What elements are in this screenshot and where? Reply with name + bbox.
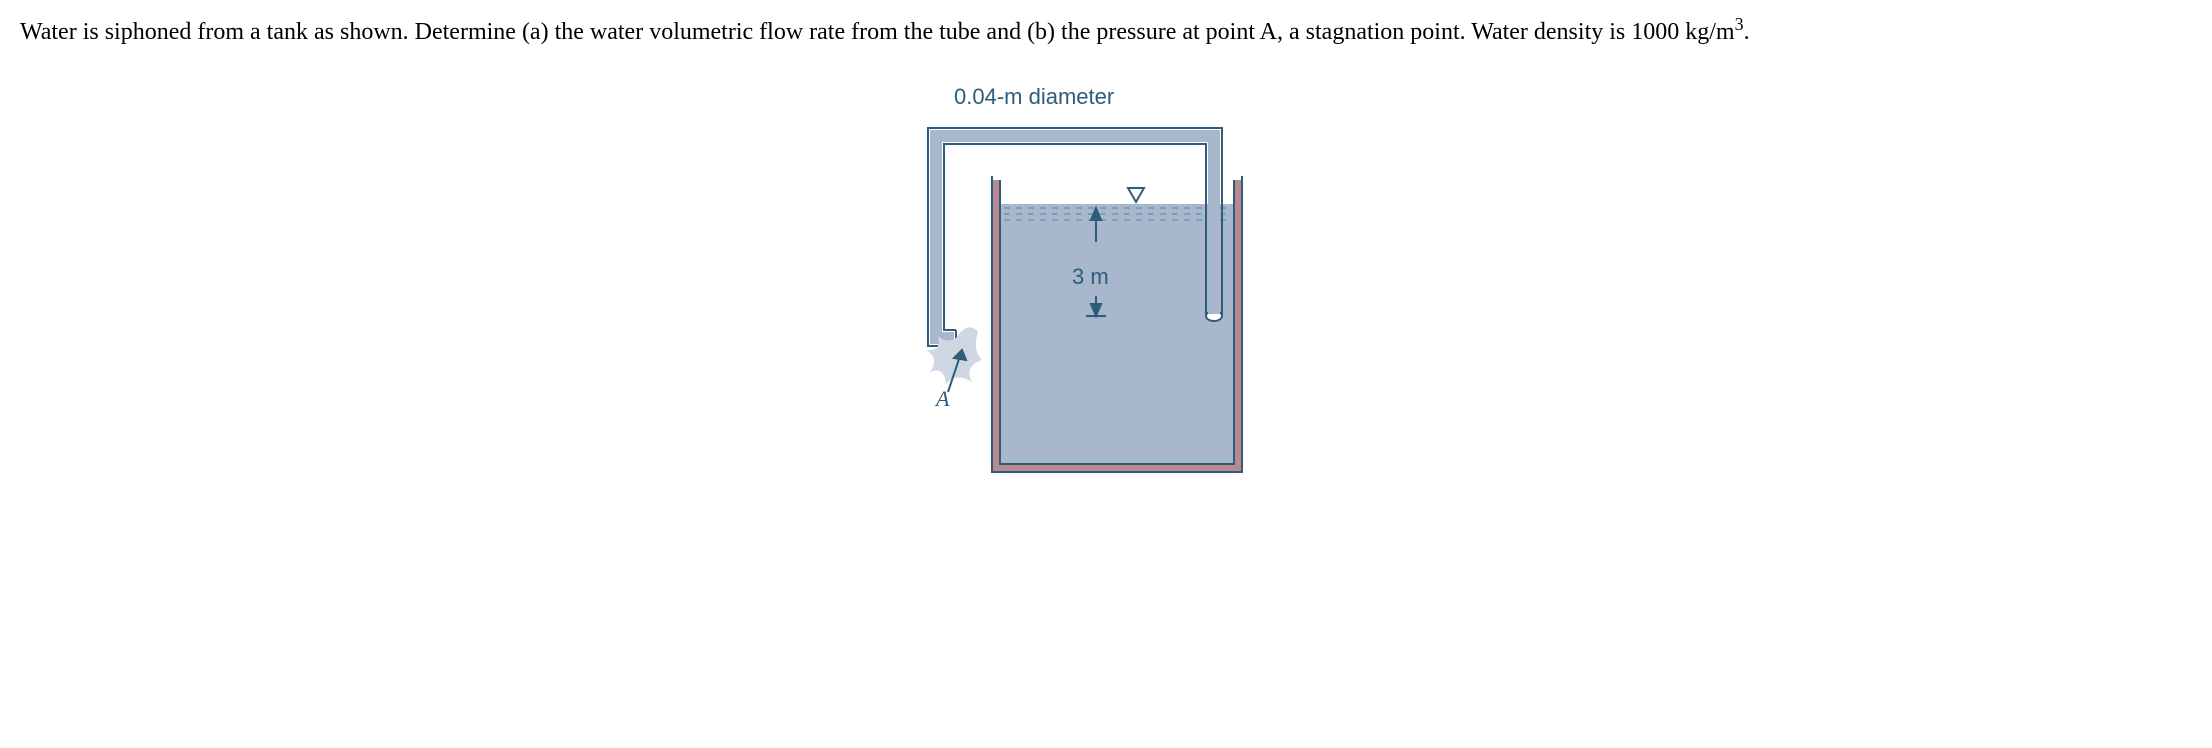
point-a-label: A: [936, 386, 949, 412]
diameter-label: 0.04-m diameter: [954, 84, 1114, 110]
siphon-diagram: [896, 84, 1316, 504]
problem-statement: Water is siphoned from a tank as shown. …: [20, 12, 2192, 48]
problem-line-2-suffix: .: [1744, 19, 1750, 45]
siphon-figure: 0.04-m diameter 3 m A: [896, 84, 1316, 504]
problem-line-1: Water is siphoned from a tank as shown. …: [20, 19, 1090, 45]
height-label: 3 m: [1072, 264, 1109, 290]
tank-water: [1000, 204, 1234, 464]
free-surface-icon: [1128, 188, 1144, 202]
exponent: 3: [1735, 14, 1744, 34]
problem-line-2-prefix: pressure at point A, a stagnation point.…: [1096, 19, 1734, 45]
figure-container: 0.04-m diameter 3 m A: [20, 84, 2192, 504]
